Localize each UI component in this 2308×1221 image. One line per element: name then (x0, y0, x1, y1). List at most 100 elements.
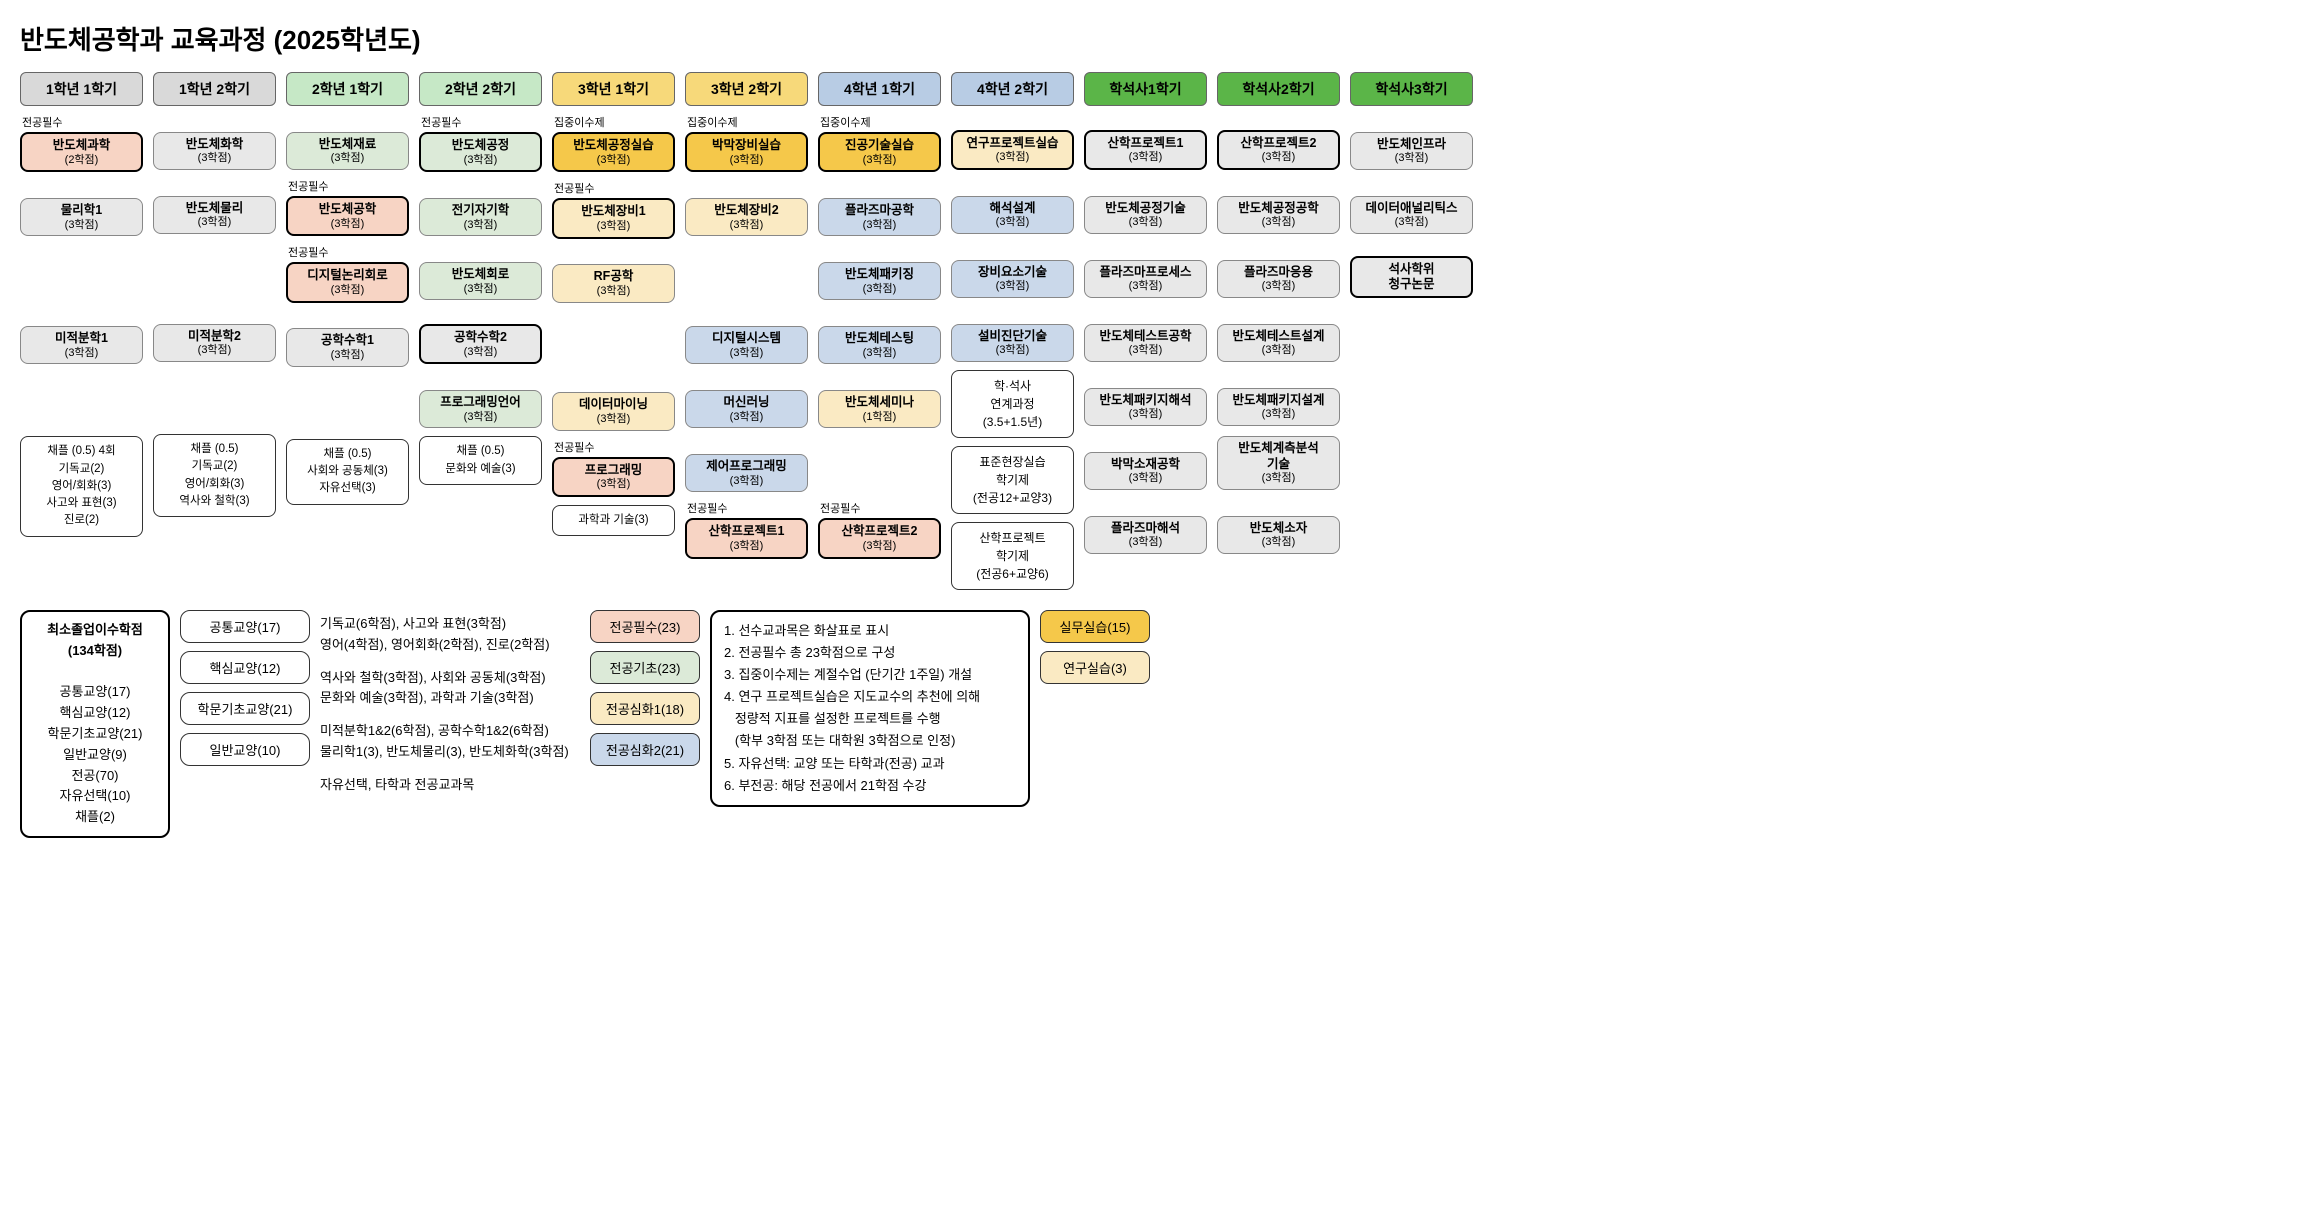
course-name: 플라즈마응용 (1220, 265, 1337, 281)
course-credit: (3학점) (556, 478, 671, 492)
course-slot: 산학프로젝트1(3학점) (1084, 114, 1207, 170)
course-box: 플라즈마해석(3학점) (1084, 516, 1207, 554)
course-slot: 공학수학2(3학점) (419, 308, 542, 364)
semester-body: 반도체재료(3학점)전공필수반도체공학(3학점)전공필수디지털논리회로(3학점)… (286, 114, 409, 505)
course-box: 반도체테스트설계(3학점) (1217, 324, 1340, 362)
slot-label: 집중이수제 (818, 114, 941, 130)
course-slot: 반도체패키지설계(3학점) (1217, 370, 1340, 426)
category-badge: 전공필수(23) (590, 610, 700, 643)
course-credit: (3학점) (423, 346, 538, 360)
course-box: 박막장비실습(3학점) (685, 132, 808, 172)
course-credit: (3학점) (822, 154, 937, 168)
legend-pill: 공통교양(17) (180, 610, 310, 643)
semester-column: 2학년 2학기전공필수반도체공정(3학점) 전기자기학 (3학점) 반도체회로 (3학점… (419, 72, 542, 485)
course-name: 반도체패키징 (821, 267, 938, 283)
legend-description-text: 미적분학1&2(6학점), 공학수학1&2(6학점)물리학1(3), 반도체물리… (320, 717, 580, 763)
course-box: 반도체과학(2학점) (20, 132, 143, 172)
info-card: 표준현장실습학기제(전공12+교양3) (951, 446, 1074, 514)
semester-header: 1학년 2학기 (153, 72, 276, 106)
course-box: 미적분학2(3학점) (153, 324, 276, 362)
course-name: 공학수학2 (423, 330, 538, 346)
course-credit: (3학점) (1087, 344, 1204, 358)
category-badge: 전공기초(23) (590, 651, 700, 684)
course-box: 박막소재공학(3학점) (1084, 452, 1207, 490)
course-slot: 반도체화학(3학점) (153, 114, 276, 170)
course-slot: RF공학(3학점) (552, 247, 675, 303)
course-box: 반도체인프라(3학점) (1350, 132, 1473, 170)
slot-label: 집중이수제 (685, 114, 808, 130)
semester-body: 전공필수반도체과학(2학점)물리학1(3학점)미적분학1(3학점)채플 (0.5… (20, 114, 143, 537)
course-credit: (3학점) (688, 219, 805, 233)
course-credit: (3학점) (689, 154, 804, 168)
semester-header: 2학년 2학기 (419, 72, 542, 106)
graduation-credits-box: 최소졸업이수학점(134학점)공통교양(17)핵심교양(12)학문기초교양(21… (20, 610, 170, 838)
course-box: 디지털논리회로(3학점) (286, 262, 409, 302)
course-name: 반도체회로 (422, 267, 539, 283)
course-credit: (3학점) (1220, 216, 1337, 230)
course-box: 연구프로젝트실습(3학점) (951, 130, 1074, 170)
course-name: 반도체소자 (1220, 521, 1337, 537)
course-box: 디지털시스템(3학점) (685, 326, 808, 364)
course-box: 산학프로젝트1(3학점) (685, 518, 808, 558)
course-slot (20, 244, 143, 300)
course-name: 반도체장비1 (556, 204, 671, 220)
course-credit: (3학점) (1088, 151, 1203, 165)
course-box: RF공학(3학점) (552, 264, 675, 302)
course-box: 반도체공정(3학점) (419, 132, 542, 172)
course-box: 반도체공정실습(3학점) (552, 132, 675, 172)
course-credit: (3학점) (1087, 408, 1204, 422)
course-name: 미적분학1 (23, 331, 140, 347)
semester-column: 3학년 1학기집중이수제반도체공정실습(3학점)전공필수반도체장비1(3학점)R… (552, 72, 675, 536)
course-slot: 해석설계(3학점) (951, 178, 1074, 234)
course-name: 반도체테스팅 (821, 331, 938, 347)
semester-body: 전공필수반도체공정(3학점)전기자기학(3학점)반도체회로(3학점)공학수학2(… (419, 114, 542, 485)
course-box: 데이터마이닝(3학점) (552, 392, 675, 430)
course-slot: 반도체패키징(3학점) (818, 244, 941, 300)
category-badge: 실무실습(15) (1040, 610, 1150, 643)
course-credit: (3학점) (1087, 536, 1204, 550)
course-name: 공학수학1 (289, 333, 406, 349)
semester-column: 3학년 2학기집중이수제박막장비실습(3학점)반도체장비2(3학점)디지털시스템… (685, 72, 808, 559)
course-name: 반도체세미나 (821, 395, 938, 411)
course-credit: (3학점) (1220, 280, 1337, 294)
course-credit: (3학점) (954, 280, 1071, 294)
course-slot: 전공필수산학프로젝트1(3학점) (685, 500, 808, 558)
course-credit: (3학점) (289, 152, 406, 166)
course-slot: 전공필수반도체공학(3학점) (286, 178, 409, 236)
course-name: 반도체물리 (156, 201, 273, 217)
course-credit: (3학점) (955, 151, 1070, 165)
course-box: 설비진단기술(3학점) (951, 324, 1074, 362)
course-box: 반도체세미나(1학점) (818, 390, 941, 428)
course-credit: (3학점) (290, 218, 405, 232)
course-name: 프로그래밍 (556, 463, 671, 479)
slot-label: 집중이수제 (552, 114, 675, 130)
course-name: 박막장비실습 (689, 138, 804, 154)
course-credit: (3학점) (423, 154, 538, 168)
course-name: 전기자기학 (422, 203, 539, 219)
course-name: 반도체테스트설계 (1220, 329, 1337, 345)
course-box: 산학프로젝트2(3학점) (1217, 130, 1340, 170)
course-name: 데이터마이닝 (555, 397, 672, 413)
slot-label: 전공필수 (286, 244, 409, 260)
course-name: 산학프로젝트2 (1221, 136, 1336, 152)
course-slot: 전공필수산학프로젝트2(3학점) (818, 500, 941, 558)
course-name: 석사학위청구논문 (1354, 262, 1469, 293)
course-box: 반도체테스트공학(3학점) (1084, 324, 1207, 362)
course-slot: 반도체테스트공학(3학점) (1084, 306, 1207, 362)
slot-label: 전공필수 (419, 114, 542, 130)
semester-column: 1학년 2학기반도체화학(3학점)반도체물리(3학점)미적분학2(3학점)채플 … (153, 72, 276, 517)
course-box: 산학프로젝트1(3학점) (1084, 130, 1207, 170)
course-box: 데이터애널리틱스(3학점) (1350, 196, 1473, 234)
course-slot: 전공필수반도체과학(2학점) (20, 114, 143, 172)
notes-box: 1. 선수교과목은 화살표로 표시2. 전공필수 총 23학점으로 구성3. 집… (710, 610, 1030, 807)
course-box: 반도체장비1(3학점) (552, 198, 675, 238)
course-name: 디지털시스템 (688, 331, 805, 347)
course-slot: 플라즈마응용(3학점) (1217, 242, 1340, 298)
course-box: 미적분학1(3학점) (20, 326, 143, 364)
semester-body: 산학프로젝트1(3학점)반도체공정기술(3학점)플라즈마프로세스(3학점)반도체… (1084, 114, 1207, 554)
course-slot: 데이터애널리틱스(3학점) (1350, 178, 1473, 234)
course-slot: 플라즈마해석(3학점) (1084, 498, 1207, 554)
course-name: 산학프로젝트1 (1088, 136, 1203, 152)
slot-label: 전공필수 (818, 500, 941, 516)
legend-description-text: 자유선택, 타학과 전공교과목 (320, 771, 580, 796)
